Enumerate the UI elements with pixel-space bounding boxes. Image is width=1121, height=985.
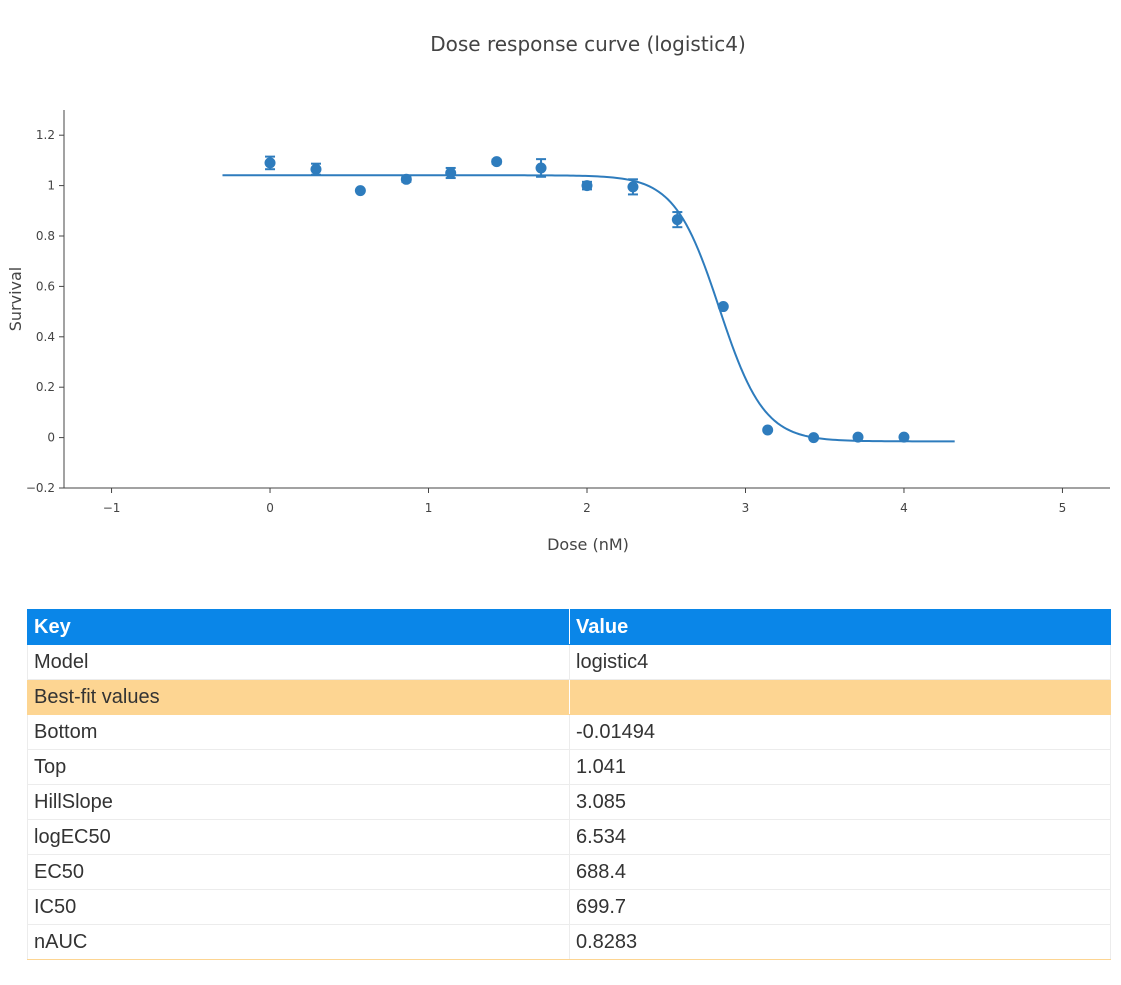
data-point-marker <box>581 180 593 192</box>
data-point <box>808 432 820 444</box>
y-tick-label: 0.2 <box>36 380 55 394</box>
row-key-cell: Best-fit values <box>27 679 570 715</box>
data-point-marker <box>808 432 820 444</box>
y-tick-label: 1.2 <box>36 128 55 142</box>
data-point-marker <box>535 162 547 174</box>
x-tick-label: 5 <box>1059 501 1067 515</box>
row-value-cell: 688.4 <box>569 854 1111 890</box>
table-row: nAUC 0.8283 <box>27 924 1111 960</box>
y-tick-label: 0.8 <box>36 229 55 243</box>
data-point-marker <box>400 173 412 185</box>
chart-title: Dose response curve (logistic4) <box>430 32 746 56</box>
data-points-layer <box>264 155 910 444</box>
data-point <box>491 156 503 168</box>
row-value-cell: 1.041 <box>569 749 1111 785</box>
row-value-cell: 0.8283 <box>569 924 1111 960</box>
data-point <box>264 155 276 171</box>
data-point-marker <box>671 214 683 226</box>
value-column-header: Value <box>569 609 1111 645</box>
data-point-marker <box>717 301 729 313</box>
row-value-cell <box>569 679 1111 715</box>
data-point <box>852 431 864 443</box>
y-tick-label: 0 <box>47 431 55 445</box>
row-key-cell: Top <box>27 749 570 785</box>
row-value-cell: -0.01494 <box>569 714 1111 750</box>
x-axis-ticks: −1 0 1 2 3 4 5 <box>103 488 1067 515</box>
data-point <box>445 166 457 180</box>
x-tick-label: 3 <box>742 501 750 515</box>
data-point <box>400 173 412 185</box>
row-key-cell: EC50 <box>27 854 570 890</box>
data-point <box>581 180 593 192</box>
row-key-cell: Bottom <box>27 714 570 750</box>
row-key-cell: nAUC <box>27 924 570 960</box>
row-value-cell: 3.085 <box>569 784 1111 820</box>
x-tick-label: −1 <box>103 501 121 515</box>
dose-response-chart: Dose response curve (logistic4) −1 0 1 2 3 4 5… <box>6 32 1110 554</box>
data-point-marker <box>310 163 322 175</box>
data-point <box>310 162 322 176</box>
x-tick-label: 4 <box>900 501 908 515</box>
table-row: Top 1.041 <box>27 749 1111 785</box>
data-point <box>671 211 683 229</box>
data-point <box>627 178 639 196</box>
x-axis-title: Dose (nM) <box>547 535 629 554</box>
data-point <box>762 424 774 436</box>
data-point-marker <box>445 167 457 179</box>
key-column-header: Key <box>27 609 570 645</box>
data-point <box>717 301 729 313</box>
x-tick-label: 0 <box>266 501 274 515</box>
x-tick-label: 2 <box>583 501 591 515</box>
row-key-cell: HillSlope <box>27 784 570 820</box>
fit-curve-layer <box>222 174 955 443</box>
table-section-row: Best-fit values <box>27 679 1111 715</box>
y-tick-label: 0.4 <box>36 330 55 344</box>
table-row: logEC50 6.534 <box>27 819 1111 855</box>
y-tick-label: −0.2 <box>26 481 55 495</box>
data-point-marker <box>264 157 276 169</box>
data-point-marker <box>491 156 503 168</box>
row-key-cell: logEC50 <box>27 819 570 855</box>
data-point <box>535 158 547 178</box>
results-table: Key Value Model logistic4 Best-fit values B… <box>27 609 1111 960</box>
row-key-cell: IC50 <box>27 889 570 925</box>
data-point <box>898 431 910 443</box>
data-point-marker <box>852 431 864 443</box>
data-point-marker <box>898 431 910 443</box>
x-tick-label: 1 <box>425 501 433 515</box>
y-tick-label: 0.6 <box>36 279 55 293</box>
table-row: Model logistic4 <box>27 644 1111 680</box>
data-point-marker <box>762 424 774 436</box>
y-axis-title: Survival <box>6 267 25 332</box>
fit-curve-line <box>222 174 955 443</box>
y-axis-ticks: −0.2 0 0.2 0.4 0.6 0.8 1 1.2 <box>26 128 64 495</box>
data-point <box>354 185 366 197</box>
table-row: EC50 688.4 <box>27 854 1111 890</box>
row-key-cell: Model <box>27 644 570 680</box>
row-value-cell: 699.7 <box>569 889 1111 925</box>
table-row: IC50 699.7 <box>27 889 1111 925</box>
data-point-marker <box>627 181 639 193</box>
row-value-cell: logistic4 <box>569 644 1111 680</box>
table-header-row: Key Value <box>27 609 1111 645</box>
table-row: Bottom -0.01494 <box>27 714 1111 750</box>
data-point-marker <box>354 185 366 197</box>
row-value-cell: 6.534 <box>569 819 1111 855</box>
y-tick-label: 1 <box>47 179 55 193</box>
table-row: HillSlope 3.085 <box>27 784 1111 820</box>
